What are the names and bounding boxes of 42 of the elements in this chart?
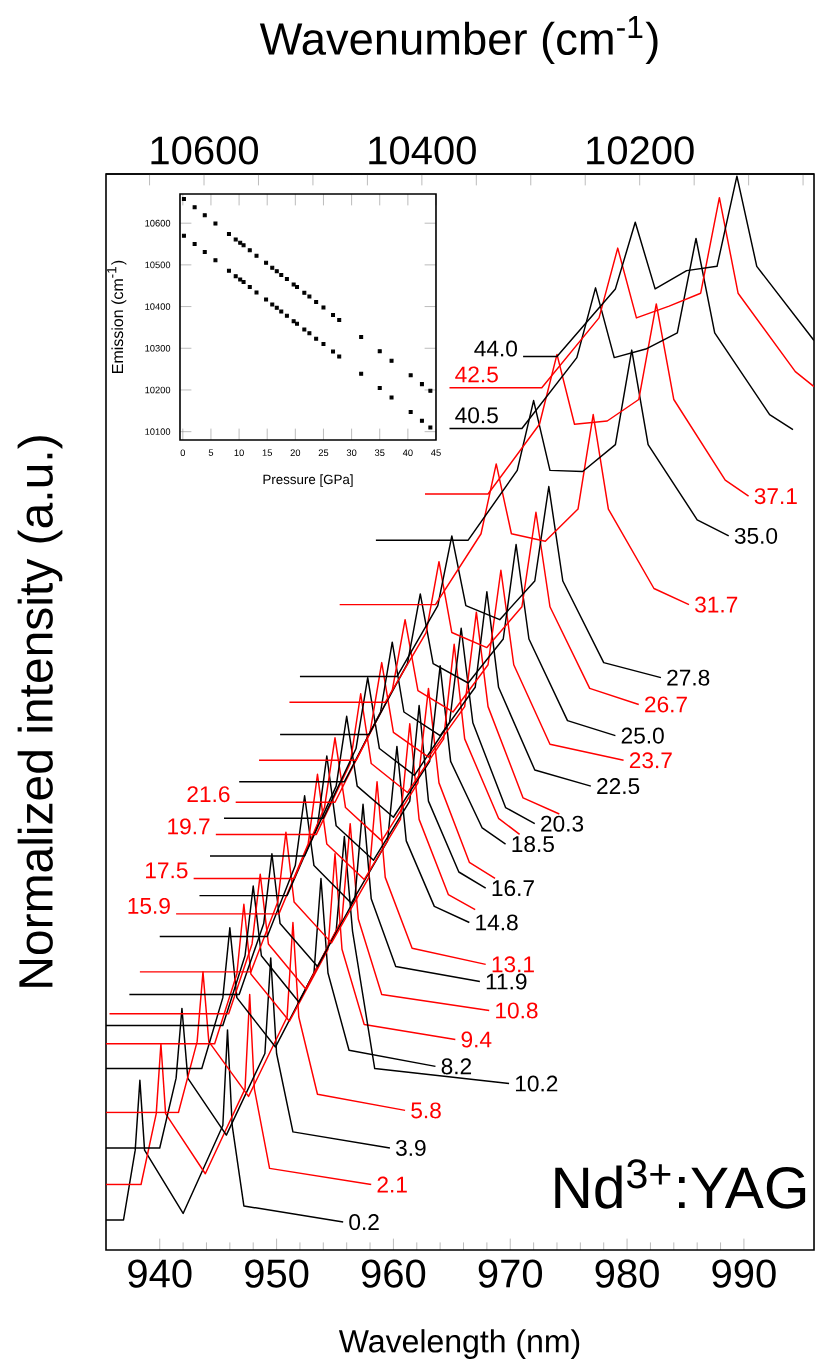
series-label: 19.7	[168, 818, 210, 835]
series-label: 16.7	[492, 880, 534, 897]
x2-axis-title: Wavenumber (cm$^{-1}$)	[259, 16, 658, 64]
series-label: 27.8	[667, 669, 710, 686]
series-label: 10.8	[496, 1002, 538, 1019]
series-label: 20.3	[541, 815, 584, 832]
series-label: 21.6	[187, 786, 230, 803]
series-label: 35.0	[734, 527, 778, 544]
series-label: 37.1	[754, 488, 797, 505]
series-label: 11.9	[486, 973, 527, 990]
series-label: 15.9	[128, 897, 170, 914]
series-label: 13.1	[492, 956, 534, 973]
x-tick-label: 990	[712, 1259, 776, 1288]
series-label: 42.5	[455, 366, 498, 383]
x-tick-label: 940	[128, 1259, 192, 1288]
series-label: 10.2	[515, 1075, 558, 1092]
x-tick-label: 960	[361, 1259, 426, 1288]
series-label: 23.7	[629, 752, 672, 769]
y-axis-title: Emission (cm$^{-1}$)	[107, 260, 127, 373]
series-label: 22.5	[597, 778, 640, 795]
y-axis-title: Normalized intensity (a.u.)	[17, 436, 63, 987]
series-label: 5.8	[411, 1102, 441, 1119]
series-label: 40.5	[455, 407, 498, 424]
series-label: 2.1	[377, 1176, 407, 1193]
series-label: 25.0	[621, 727, 664, 744]
series-label: 8.2	[441, 1058, 472, 1075]
series-label: 31.7	[695, 596, 738, 613]
series-label: 17.5	[146, 862, 188, 879]
x2-tick-label: 10400	[369, 136, 476, 165]
series-label: 44.0	[474, 340, 517, 357]
annotation: Nd$^{3+}$:YAG	[555, 1159, 806, 1209]
series-label: 0.2	[349, 1214, 379, 1231]
series-label: 26.7	[645, 696, 687, 713]
x-tick-label: 980	[595, 1259, 659, 1288]
series-label: 9.4	[461, 1031, 492, 1048]
series-label: 14.8	[476, 914, 518, 931]
x2-tick-label: 10200	[587, 136, 694, 165]
x-tick-label: 970	[478, 1259, 543, 1288]
x-axis-title: Wavelength (nm)	[338, 1329, 580, 1359]
series-label: 18.5	[512, 836, 554, 853]
x-tick-label: 950	[245, 1259, 309, 1288]
series-label: 3.9	[395, 1139, 426, 1156]
